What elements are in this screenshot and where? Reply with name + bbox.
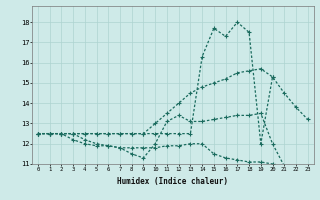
X-axis label: Humidex (Indice chaleur): Humidex (Indice chaleur) [117, 177, 228, 186]
